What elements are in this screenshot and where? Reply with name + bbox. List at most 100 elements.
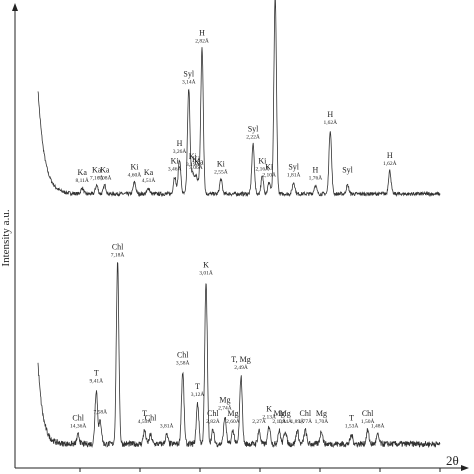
peak-dspacing-label: 14,36Å: [70, 421, 86, 429]
peak-label: 3,81Å: [160, 422, 174, 430]
peak-phase-label: Ki: [192, 155, 201, 164]
peak-phase-label: T: [349, 414, 354, 423]
peak-dspacing-label: 2,13Å: [262, 413, 276, 421]
peak-dspacing-label: 3,46Å: [168, 165, 182, 173]
peak-dspacing-label: 2,10Å: [272, 417, 286, 425]
peak-label: Ka7,08Å: [98, 165, 112, 181]
peak-phase-label: Ki: [258, 157, 267, 166]
peak-label: T, Mg2,49Å: [231, 355, 250, 371]
peak-label: Mg1,94Å: [278, 409, 292, 425]
peak-dspacing-label: 3,58Å: [176, 359, 190, 367]
peak-dspacing-label: 2,27Å: [252, 417, 266, 425]
peak-label: Ki2,16Å: [256, 157, 270, 173]
peak-label: T3,12Å: [191, 382, 205, 398]
peak-dspacing-label: 1,48Å: [371, 422, 385, 430]
peak-dspacing-label: 9,41Å: [89, 376, 103, 384]
peak-phase-label: T: [94, 368, 99, 377]
peak-label: Ka8,11Å: [76, 168, 89, 184]
peak-phase-label: Mg: [227, 409, 238, 418]
peak-label: T1,53Å: [345, 414, 359, 430]
peak-label: K3,01Å: [199, 261, 213, 277]
x-axis-ticks: [79, 468, 441, 472]
peak-phase-label: Chl: [145, 413, 157, 422]
series-line-1: [37, 0, 441, 198]
peak-label: 1,89Å: [290, 417, 304, 425]
peak-dspacing-label: 7,58Å: [94, 408, 108, 416]
peak-phase-label: Chl: [300, 409, 312, 418]
peak-dspacing-label: 2,60Å: [226, 417, 240, 425]
peak-phase-label: Chl: [207, 409, 219, 418]
peak-phase-label: T: [142, 409, 147, 418]
peak-phase-label: Ka: [92, 165, 102, 174]
peak-dspacing-label: 1,50Å: [361, 417, 375, 425]
series-layer: [37, 0, 441, 449]
peak-label: Mg2,74Å: [218, 396, 232, 412]
axes: Intensity a.u. 2θ: [0, 3, 469, 472]
peak-label: Ki3,06Å: [189, 155, 203, 171]
peak-dspacing-label: 8,11Å: [76, 176, 89, 184]
peak-dspacing-label: 1,62Å: [323, 118, 337, 126]
peak-phase-label: Ka: [144, 168, 154, 177]
peak-label: H1,62Å: [323, 110, 337, 126]
peak-dspacing-label: 1,76Å: [309, 173, 323, 181]
peak-dspacing-label: 3,12Å: [191, 390, 205, 398]
peak-label: Ka4,51Å: [142, 168, 156, 184]
peak-phase-label: Chl: [112, 243, 124, 252]
peak-label: T4,59Å: [138, 409, 152, 425]
peak-dspacing-label: 3,14Å: [182, 77, 196, 85]
y-axis-arrow-icon: [12, 3, 18, 11]
peak-phase-label: Ka: [78, 168, 88, 177]
peak-label: 7,58Å: [94, 408, 108, 416]
peak-label: Ki4,60Å: [128, 162, 142, 178]
peak-phase-label: Chl: [362, 409, 374, 418]
peak-phase-label: H: [327, 110, 333, 119]
peak-dspacing-label: 3,01Å: [199, 269, 213, 277]
peak-label: Ki3,46Å: [168, 157, 182, 173]
peak-dspacing-label: 4,60Å: [128, 170, 142, 178]
peak-phase-label: Mg: [280, 409, 291, 418]
peak-phase-label: H: [177, 139, 183, 148]
peak-dspacing-label: 2,55Å: [214, 168, 228, 176]
peak-phase-label: H: [199, 29, 205, 38]
peak-label: H1,76Å: [309, 165, 323, 181]
peak-dspacing-label: 1,89Å: [290, 417, 304, 425]
peak-dspacing-label: 7,16Å: [90, 173, 104, 181]
peak-dspacing-label: 7,08Å: [98, 173, 112, 181]
peak-label: Mg2,60Å: [226, 409, 240, 425]
peak-dspacing-label: 1,62Å: [383, 159, 397, 167]
peak-dspacing-label: 4,51Å: [142, 176, 156, 184]
peak-label: Ki2,10Å: [262, 162, 276, 178]
peak-dspacing-label: 3,26Å: [173, 147, 187, 155]
peak-phase-label: Syl: [288, 162, 299, 171]
peak-label: Syl: [342, 165, 353, 174]
peak-phase-label: Ki: [265, 162, 274, 171]
peak-dspacing-label: 3,19Å: [186, 160, 200, 168]
peak-dspacing-label: 1,94Å: [278, 417, 292, 425]
peak-label: Ka: [194, 158, 204, 167]
peak-label: 2,27Å: [252, 417, 266, 425]
peak-phase-label: H: [312, 165, 318, 174]
peak-dspacing-label: 3,06Å: [189, 163, 203, 171]
peak-dspacing-label: 3,81Å: [160, 422, 174, 430]
peak-dspacing-label: 4,59Å: [138, 417, 152, 425]
peak-phase-label: Chl: [72, 413, 84, 422]
peak-label: Chl: [145, 413, 157, 422]
peak-dspacing-label: 2,82Å: [206, 417, 220, 425]
peak-dspacing-label: 7,18Å: [111, 251, 125, 259]
peak-phase-label: Ki: [130, 162, 139, 171]
peak-label: Mg2,10Å: [272, 409, 286, 425]
peak-phase-label: Mg: [274, 409, 285, 418]
peak-label: K2,13Å: [262, 405, 276, 421]
peak-phase-label: T: [195, 382, 200, 391]
peak-label: H1,62Å: [383, 151, 397, 167]
y-axis-label: Intensity a.u.: [0, 209, 12, 266]
